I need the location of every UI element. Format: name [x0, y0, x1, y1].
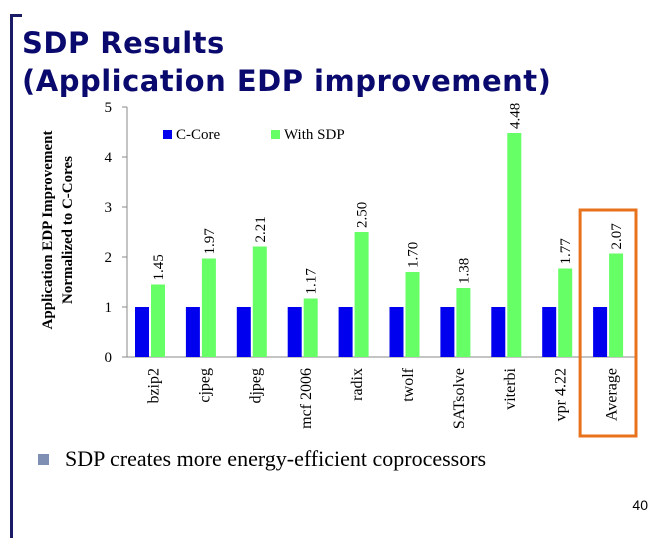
y-tick-label: 5 — [105, 100, 113, 116]
bar-sdp-7 — [507, 133, 522, 357]
data-label-4: 2.50 — [355, 202, 371, 228]
average-highlight-box — [578, 208, 638, 438]
y-tick-label: 2 — [105, 250, 113, 266]
bar-sdp-2 — [252, 246, 267, 357]
square-bullet-icon — [38, 453, 49, 465]
bar-ccore-0 — [135, 307, 149, 357]
category-label-8: vpr 4.22 — [553, 368, 570, 421]
data-label-9: 2.07 — [609, 223, 625, 250]
data-label-2: 2.21 — [253, 216, 269, 242]
bar-ccore-9 — [593, 307, 608, 357]
category-label-7: viterbi — [502, 367, 519, 409]
bar-sdp-4 — [354, 232, 369, 357]
bar-ccore-4 — [338, 307, 353, 357]
y-tick-label: 3 — [105, 200, 113, 216]
bar-ccore-3 — [287, 307, 302, 357]
slide-title-line1: SDP Results — [22, 26, 225, 60]
y-tick-label: 0 — [105, 350, 113, 366]
bullet-point: SDP creates more energy-efficient coproc… — [38, 446, 486, 472]
y-axis-label-line2: Normalized to C-Cores — [60, 156, 76, 304]
legend-label-sdp: With SDP — [284, 127, 345, 143]
data-label-7: 4.48 — [507, 103, 523, 129]
data-label-1: 1.97 — [202, 228, 218, 255]
category-label-4: radix — [349, 368, 366, 401]
category-label-1: cjpeg — [196, 368, 213, 403]
bar-sdp-0 — [151, 284, 165, 357]
bar-sdp-8 — [558, 268, 573, 357]
category-label-5: twolf — [400, 367, 417, 401]
category-label-9: Average — [604, 368, 621, 421]
category-label-0: bzip2 — [145, 368, 162, 404]
top-border-rule — [10, 14, 22, 17]
data-label-0: 1.45 — [151, 254, 167, 280]
data-label-6: 1.38 — [456, 258, 472, 284]
category-label-2: djpeg — [247, 368, 264, 404]
left-border-rule — [10, 14, 13, 538]
y-tick-label: 1 — [105, 300, 113, 316]
bar-ccore-2 — [236, 307, 251, 357]
bar-ccore-7 — [491, 307, 506, 357]
slide-title: SDP Results (Application EDP improvement… — [22, 24, 551, 100]
bar-sdp-9 — [609, 253, 624, 357]
bar-sdp-6 — [456, 288, 471, 357]
category-label-3: mcf 2006 — [298, 368, 315, 429]
legend-label-ccore: C-Core — [176, 127, 221, 143]
legend-swatch-ccore — [163, 130, 172, 139]
bar-sdp-1 — [201, 258, 216, 357]
data-label-3: 1.17 — [304, 268, 320, 295]
data-label-5: 1.70 — [406, 242, 422, 268]
bar-ccore-6 — [440, 307, 455, 357]
y-tick-label: 4 — [105, 150, 113, 166]
bar-ccore-5 — [389, 307, 404, 357]
y-axis-label-line1: Application EDP Improvement — [40, 131, 56, 330]
page-number: 40 — [632, 497, 648, 513]
slide-title-line2: (Application EDP improvement) — [22, 64, 552, 98]
data-label-8: 1.77 — [558, 238, 574, 265]
bar-ccore-8 — [542, 307, 557, 357]
category-label-6: SATsolve — [451, 368, 468, 429]
bar-sdp-3 — [303, 298, 318, 357]
bar-ccore-1 — [185, 307, 200, 357]
bar-sdp-5 — [405, 272, 420, 357]
bullet-text: SDP creates more energy-efficient coproc… — [65, 446, 487, 471]
legend-swatch-sdp — [271, 130, 280, 139]
